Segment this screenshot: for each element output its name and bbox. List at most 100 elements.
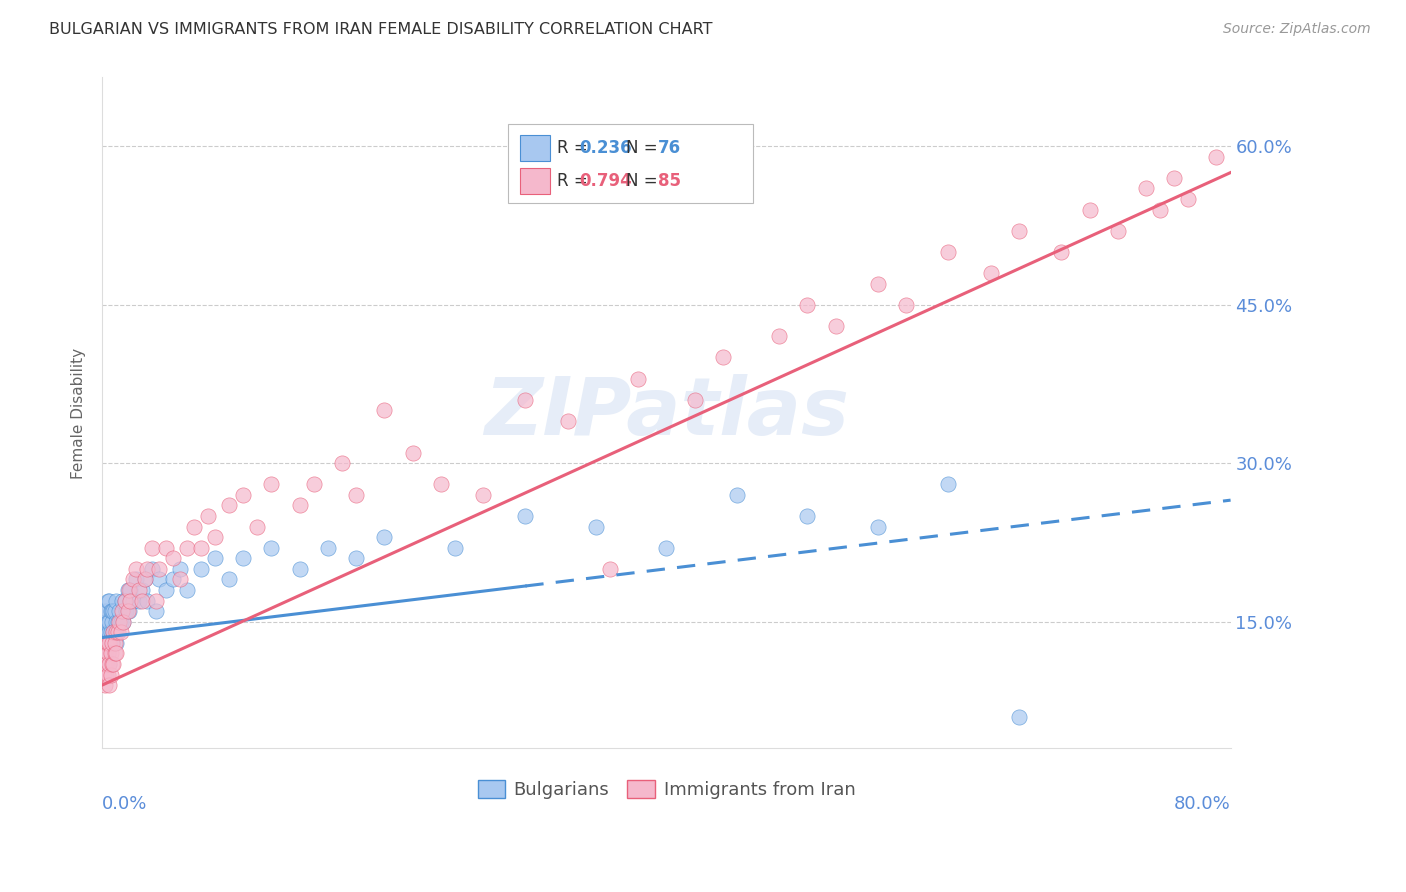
Point	[101, 615, 124, 629]
Point	[105, 615, 128, 629]
Point	[176, 582, 198, 597]
Point	[218, 499, 240, 513]
Point	[176, 541, 198, 555]
Point	[980, 266, 1002, 280]
Point	[101, 636, 124, 650]
Point	[101, 636, 124, 650]
Point	[136, 593, 159, 607]
Point	[98, 593, 121, 607]
Point	[94, 678, 117, 692]
Point	[938, 477, 960, 491]
Point	[100, 646, 122, 660]
Point	[105, 593, 128, 607]
Point	[232, 551, 254, 566]
Point	[112, 615, 135, 629]
Point	[110, 625, 132, 640]
Point	[316, 541, 339, 555]
Point	[711, 351, 734, 365]
Point	[515, 508, 537, 523]
Text: Source: ZipAtlas.com: Source: ZipAtlas.com	[1223, 22, 1371, 37]
Point	[429, 477, 451, 491]
Point	[108, 615, 131, 629]
Point	[120, 593, 142, 607]
Text: R =: R =	[557, 172, 593, 190]
Point	[169, 573, 191, 587]
Point	[302, 477, 325, 491]
Point	[103, 604, 125, 618]
Point	[1050, 244, 1073, 259]
Point	[93, 657, 115, 671]
Point	[96, 646, 118, 660]
Point	[104, 604, 127, 618]
Point	[96, 636, 118, 650]
Point	[101, 604, 124, 618]
Point	[373, 403, 395, 417]
Point	[260, 477, 283, 491]
Point	[93, 667, 115, 681]
Text: R =: R =	[557, 139, 593, 157]
Point	[938, 244, 960, 259]
Point	[112, 615, 135, 629]
Point	[93, 646, 115, 660]
Point	[114, 593, 136, 607]
Point	[866, 519, 889, 533]
Text: N =: N =	[626, 172, 662, 190]
Point	[443, 541, 465, 555]
Text: 0.0%: 0.0%	[103, 796, 148, 814]
Text: 0.236: 0.236	[579, 139, 631, 157]
Point	[131, 582, 153, 597]
Point	[796, 508, 818, 523]
Text: ZIPatlas: ZIPatlas	[484, 374, 849, 452]
Text: BULGARIAN VS IMMIGRANTS FROM IRAN FEMALE DISABILITY CORRELATION CHART: BULGARIAN VS IMMIGRANTS FROM IRAN FEMALE…	[49, 22, 713, 37]
Point	[94, 625, 117, 640]
Point	[796, 298, 818, 312]
Point	[94, 646, 117, 660]
Point	[125, 562, 148, 576]
Text: 76: 76	[658, 139, 681, 157]
Point	[114, 593, 136, 607]
Point	[1107, 224, 1129, 238]
Point	[136, 562, 159, 576]
Point	[96, 636, 118, 650]
Point	[104, 636, 127, 650]
Point	[183, 519, 205, 533]
Point	[599, 562, 621, 576]
Point	[683, 392, 706, 407]
Point	[1149, 202, 1171, 217]
Point	[197, 508, 219, 523]
Point	[232, 488, 254, 502]
Point	[93, 625, 115, 640]
Point	[515, 392, 537, 407]
Point	[105, 646, 128, 660]
Point	[105, 625, 128, 640]
Point	[373, 530, 395, 544]
Point	[97, 593, 120, 607]
Point	[97, 636, 120, 650]
Point	[1205, 150, 1227, 164]
Point	[128, 582, 150, 597]
Point	[125, 573, 148, 587]
Point	[288, 499, 311, 513]
Point	[330, 456, 353, 470]
Point	[103, 625, 125, 640]
Point	[344, 551, 367, 566]
Point	[100, 636, 122, 650]
Text: N =: N =	[626, 139, 662, 157]
Point	[557, 414, 579, 428]
Point	[401, 445, 423, 459]
Point	[162, 551, 184, 566]
Point	[97, 667, 120, 681]
Point	[98, 657, 121, 671]
Point	[122, 573, 145, 587]
Point	[155, 582, 177, 597]
Point	[100, 625, 122, 640]
Point	[111, 604, 134, 618]
Point	[134, 573, 156, 587]
Point	[155, 541, 177, 555]
Point	[96, 625, 118, 640]
Point	[103, 625, 125, 640]
Point	[585, 519, 607, 533]
Point	[145, 593, 167, 607]
Point	[1078, 202, 1101, 217]
Point	[190, 541, 212, 555]
